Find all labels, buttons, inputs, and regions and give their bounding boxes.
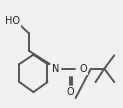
Text: HO: HO xyxy=(5,16,20,26)
Text: O: O xyxy=(66,87,74,97)
Text: N: N xyxy=(52,64,59,74)
Text: O: O xyxy=(79,64,87,74)
